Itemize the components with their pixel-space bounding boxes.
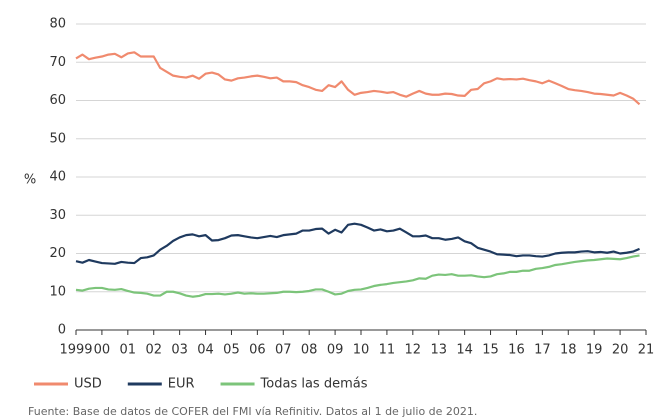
y-tick-label: 20 [49,246,66,261]
x-tick-label: 02 [145,343,162,358]
x-tick-label: 12 [405,343,422,358]
x-tick-label: 11 [379,343,396,358]
x-tick-label: 1999 [59,343,92,358]
x-tick-label: 14 [456,343,473,358]
x-tick-label: 07 [275,343,292,358]
x-tick-label: 20 [612,343,629,358]
y-axis-label: % [24,173,36,188]
legend-label: Todas las demás [260,377,368,392]
series-line [75,254,640,298]
x-tick-label: 03 [171,343,188,358]
legend-label: EUR [168,377,195,392]
x-tick-label: 17 [534,343,551,358]
x-tick-label: 18 [560,343,577,358]
x-tick-label: 15 [482,343,499,358]
series-line [75,222,640,265]
x-tick-label: 06 [249,343,266,358]
series-line [75,51,641,106]
source: Fuente: Base de datos de COFER del FMI v… [28,405,477,418]
y-tick-label: 70 [49,55,66,70]
y-tick-label: 60 [49,93,66,108]
x-tick-label: 00 [94,343,111,358]
x-tick-label: 21 [638,343,655,358]
x-tick-label: 09 [327,343,344,358]
y-tick-label: 40 [49,170,66,185]
y-tick-label: 30 [49,208,66,223]
x-tick-label: 05 [223,343,240,358]
y-tick-label: 50 [49,131,66,146]
y-tick-label: 0 [58,323,66,338]
legend-label: USD [74,377,102,392]
x-tick-label: 01 [120,343,137,358]
x-tick-label: 19 [586,343,603,358]
x-tick-label: 13 [430,343,447,358]
y-tick-label: 80 [49,17,66,32]
x-tick-label: 08 [301,343,318,358]
y-tick-label: 10 [49,284,66,299]
x-tick-label: 10 [353,343,370,358]
x-tick-label: 04 [197,343,214,358]
x-tick-label: 16 [508,343,525,358]
